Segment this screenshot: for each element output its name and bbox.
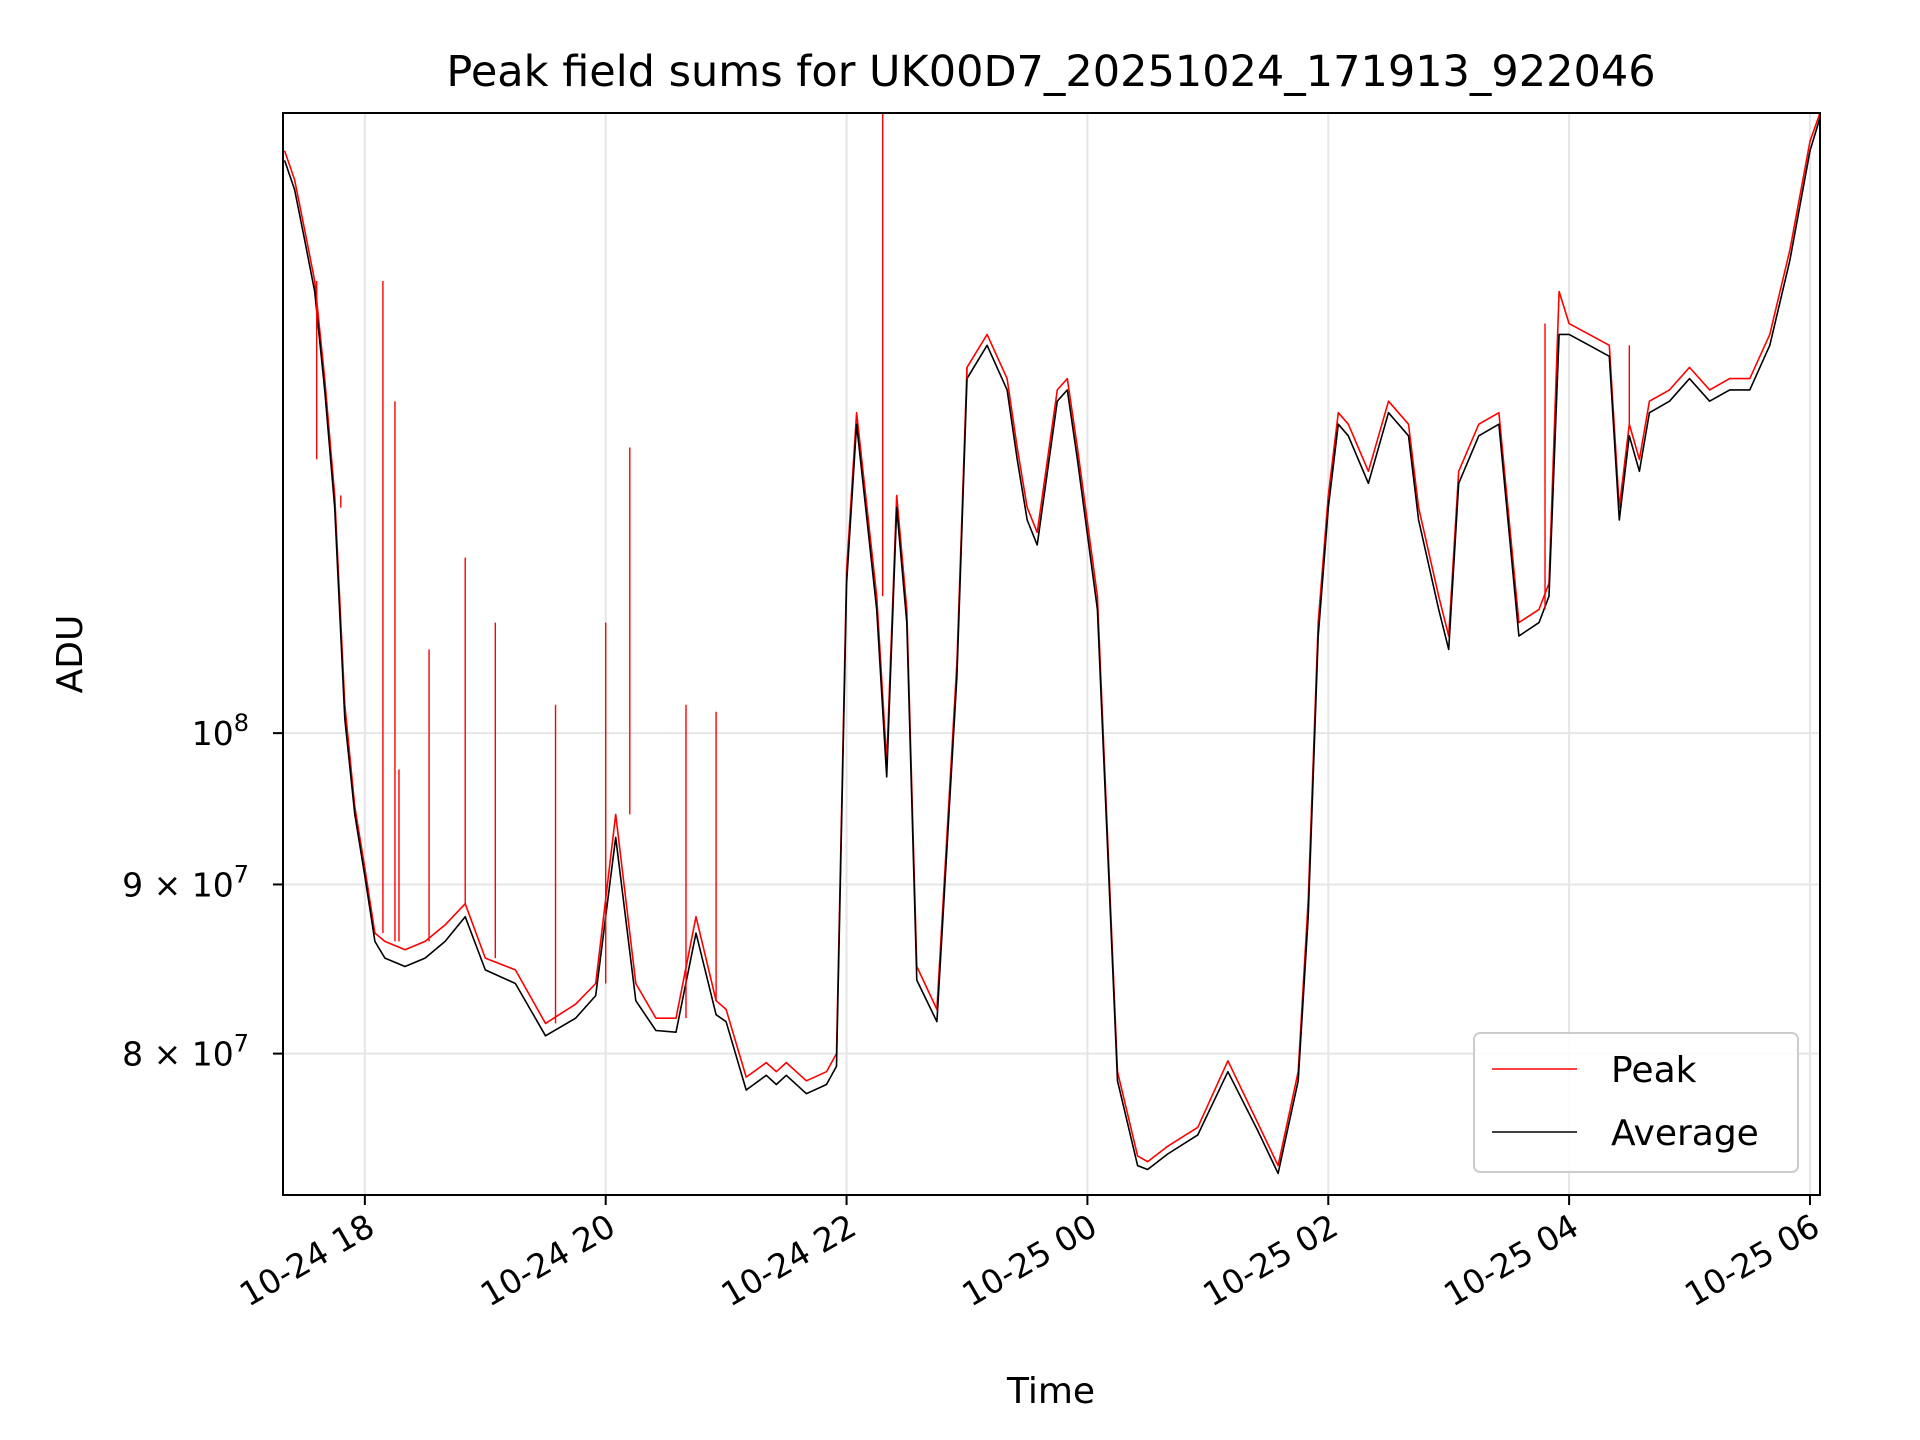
legend-peak-label: Peak xyxy=(1611,1050,1697,1091)
series-line-peak xyxy=(283,112,1821,1167)
x-axis-title: Time xyxy=(1006,1371,1095,1412)
y-tick-label: 8 × 107 xyxy=(122,1030,249,1074)
legend: Peak Average xyxy=(1473,1032,1799,1173)
legend-box xyxy=(1473,1032,1799,1173)
plot-area xyxy=(283,112,1821,1175)
plot-frame xyxy=(282,112,1821,1196)
legend-average-label: Average xyxy=(1611,1113,1759,1154)
y-axis: 8 × 107 9 × 107 108 xyxy=(122,709,283,1074)
y-tick-label: 108 xyxy=(192,709,249,753)
y-tick-label: 9 × 107 xyxy=(122,860,249,904)
chart-title: Peak field sums for UK00D7_20251024_1719… xyxy=(446,47,1655,97)
y-axis-title: ADU xyxy=(50,615,91,694)
series-line-average xyxy=(283,117,1821,1175)
grid xyxy=(283,113,1820,1195)
